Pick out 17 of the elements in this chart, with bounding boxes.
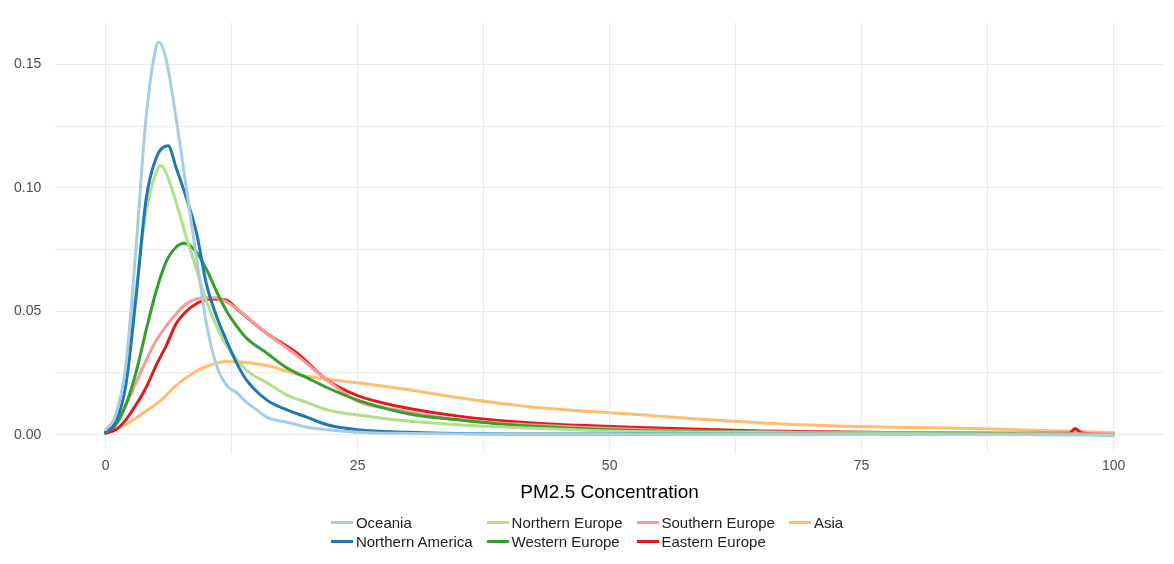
x-tick-label: 25 <box>349 456 366 473</box>
legend-label: Northern America <box>355 533 473 550</box>
y-tick-label: 0.00 <box>14 425 42 442</box>
legend-label: Northern Europe <box>511 514 623 531</box>
legend-label: Eastern Europe <box>661 533 766 550</box>
x-tick-label: 50 <box>601 456 618 473</box>
x-axis-title: PM2.5 Concentration <box>520 480 699 502</box>
y-tick-label: 0.05 <box>14 302 42 319</box>
legend-label: Western Europe <box>511 533 620 550</box>
legend-label: Asia <box>813 514 844 531</box>
x-tick-label: 0 <box>101 456 110 473</box>
legend-label: Southern Europe <box>661 514 775 531</box>
x-tick-label: 75 <box>853 456 870 473</box>
legend-label: Oceania <box>355 514 412 531</box>
y-tick-label: 0.10 <box>14 178 42 195</box>
y-tick-label: 0.15 <box>14 55 42 72</box>
x-tick-label: 100 <box>1101 456 1126 473</box>
